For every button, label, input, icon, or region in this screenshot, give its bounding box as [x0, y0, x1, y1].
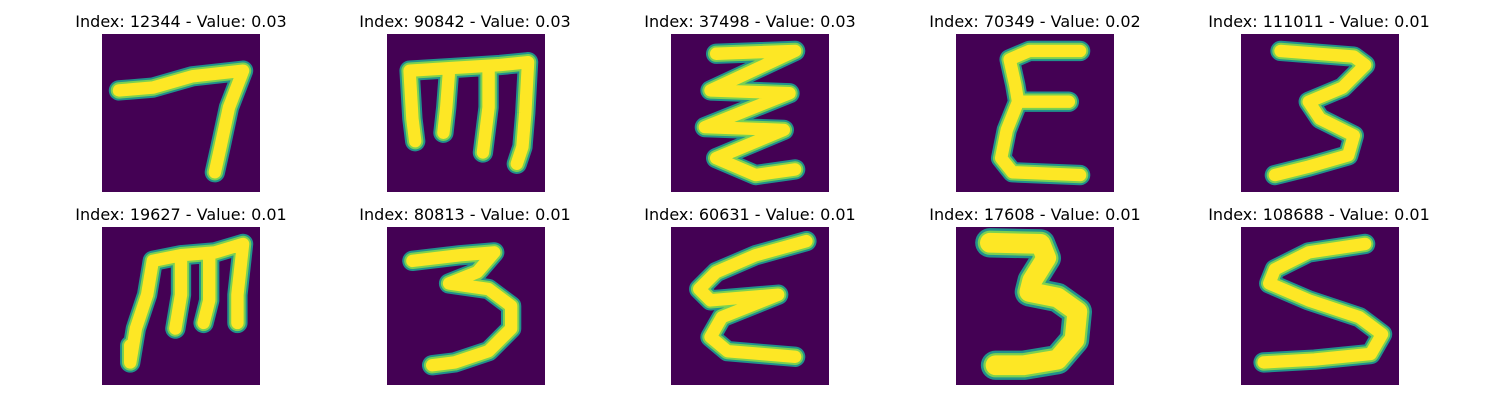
- digit-image: [102, 34, 260, 192]
- digit-image: [956, 34, 1114, 192]
- image-panel: Index: 80813 - Value: 0.01: [315, 205, 615, 395]
- image-panel: Index: 108688 - Value: 0.01: [1169, 205, 1469, 395]
- panel-title: Index: 60631 - Value: 0.01: [644, 205, 856, 224]
- digit-image: [956, 227, 1114, 385]
- image-panel: Index: 90842 - Value: 0.03: [315, 12, 615, 202]
- image-panel: Index: 19627 - Value: 0.01: [31, 205, 331, 395]
- image-panel: Index: 60631 - Value: 0.01: [600, 205, 900, 395]
- digit-image: [671, 227, 829, 385]
- panel-title: Index: 70349 - Value: 0.02: [929, 12, 1141, 31]
- image-panel: Index: 12344 - Value: 0.03: [31, 12, 331, 202]
- digit-image: [387, 34, 545, 192]
- panel-title: Index: 12344 - Value: 0.03: [75, 12, 287, 31]
- panel-title: Index: 17608 - Value: 0.01: [929, 205, 1141, 224]
- image-panel: Index: 70349 - Value: 0.02: [885, 12, 1185, 202]
- digit-image: [387, 227, 545, 385]
- panel-title: Index: 90842 - Value: 0.03: [359, 12, 571, 31]
- digit-image: [1241, 227, 1399, 385]
- digit-image: [1241, 34, 1399, 192]
- panel-title: Index: 108688 - Value: 0.01: [1208, 205, 1430, 224]
- panel-title: Index: 37498 - Value: 0.03: [644, 12, 856, 31]
- image-panel: Index: 17608 - Value: 0.01: [885, 205, 1185, 395]
- panel-title: Index: 80813 - Value: 0.01: [359, 205, 571, 224]
- image-panel: Index: 111011 - Value: 0.01: [1169, 12, 1469, 202]
- image-panel: Index: 37498 - Value: 0.03: [600, 12, 900, 202]
- panel-title: Index: 111011 - Value: 0.01: [1208, 12, 1430, 31]
- panel-title: Index: 19627 - Value: 0.01: [75, 205, 287, 224]
- digit-image: [102, 227, 260, 385]
- digit-image: [671, 34, 829, 192]
